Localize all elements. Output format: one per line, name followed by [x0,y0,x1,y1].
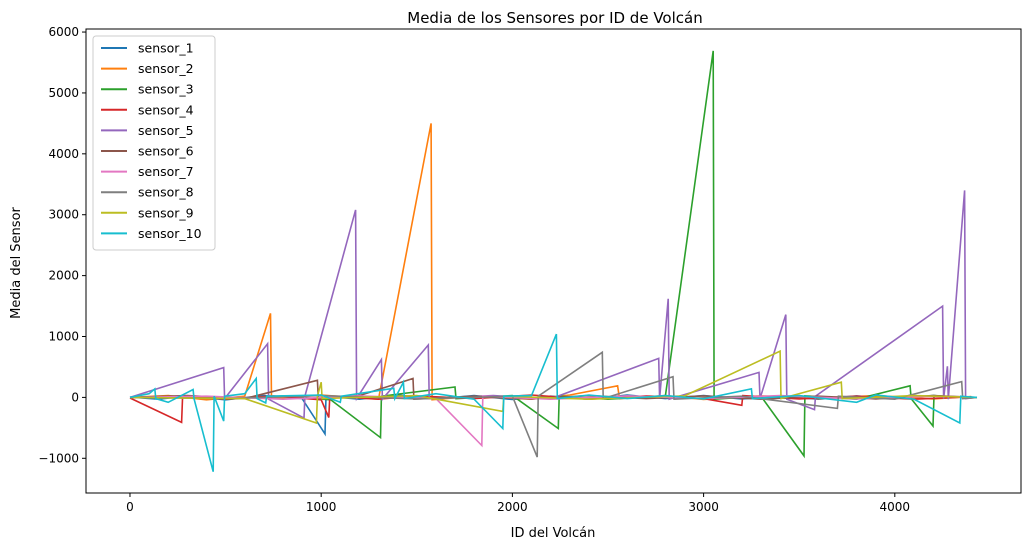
y-tick-label: 2000 [48,269,79,283]
series-line-sensor_10 [129,333,978,472]
series-line-sensor_5 [129,190,978,420]
legend-label-sensor_3: sensor_3 [138,82,194,97]
x-tick-label: 2000 [497,500,528,514]
y-tick-label: 5000 [48,86,79,100]
y-tick-label: −1000 [38,451,79,465]
y-tick-label: 0 [71,390,79,404]
legend-label-sensor_6: sensor_6 [138,144,194,159]
x-tick-label: 4000 [880,500,911,514]
y-axis-label: Media del Sensor [9,206,24,318]
legend-label-sensor_9: sensor_9 [138,205,194,220]
y-axis-ticks: −1000 0 1000 2000 3000 4000 5000 6000 [38,25,86,465]
x-tick-label: 1000 [306,500,337,514]
x-tick-label: 3000 [688,500,719,514]
y-tick-label: 1000 [48,330,79,344]
plot-frame [85,28,1022,494]
y-tick-label: 6000 [48,25,79,39]
y-tick-label: 3000 [48,208,79,222]
legend-label-sensor_2: sensor_2 [138,61,194,76]
chart-title: Media de los Sensores por ID de Volcán [407,9,702,27]
x-tick-label: 0 [126,500,134,514]
plot-area [129,50,978,472]
legend-label-sensor_5: sensor_5 [138,123,194,138]
legend: sensor_1 sensor_2 sensor_3 sensor_4 sensor_5… [92,35,216,251]
x-axis-ticks: 0 1000 2000 3000 4000 [126,493,910,514]
legend-label-sensor_10: sensor_10 [138,226,202,241]
legend-label-sensor_4: sensor_4 [138,102,194,117]
legend-label-sensor_8: sensor_8 [138,185,194,200]
x-axis-label: ID del Volcán [511,526,596,541]
legend-label-sensor_1: sensor_1 [138,41,194,56]
legend-label-sensor_7: sensor_7 [138,164,194,179]
y-tick-label: 4000 [48,147,79,161]
